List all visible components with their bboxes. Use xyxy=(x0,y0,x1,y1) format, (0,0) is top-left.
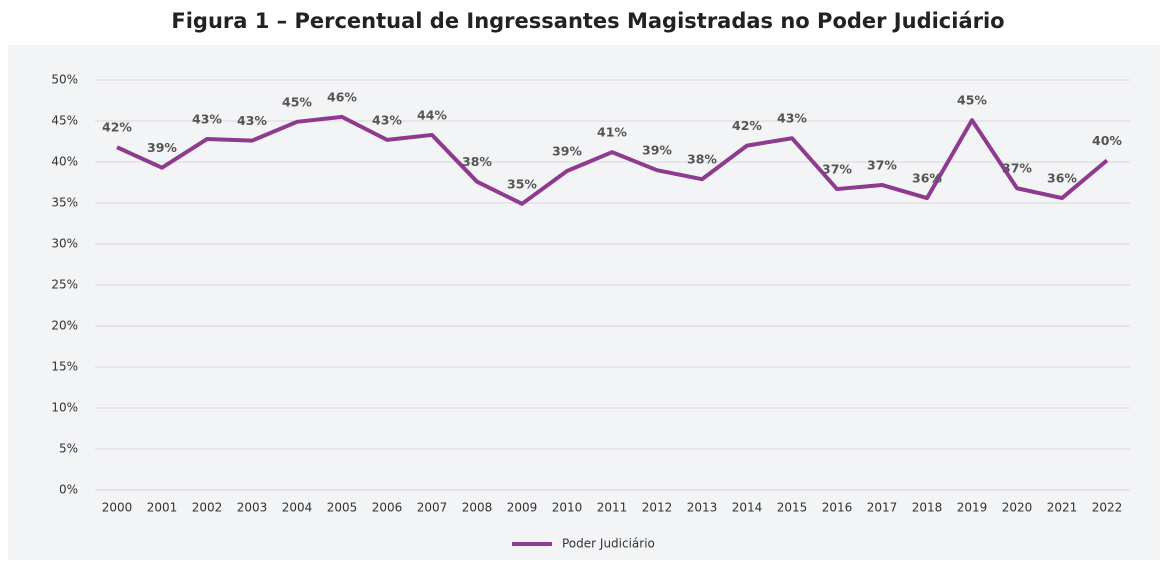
x-tick-label: 2021 xyxy=(1047,501,1078,515)
x-tick-label: 2009 xyxy=(507,501,538,515)
x-tick-label: 2010 xyxy=(552,501,583,515)
x-tick-label: 2006 xyxy=(372,501,403,515)
y-tick-label: 35% xyxy=(51,196,78,210)
y-tick-label: 5% xyxy=(59,442,78,456)
data-label: 37% xyxy=(1002,161,1032,176)
data-label: 43% xyxy=(777,111,807,126)
data-label: 39% xyxy=(642,143,672,158)
chart-title: Figura 1 – Percentual de Ingressantes Ma… xyxy=(171,9,1004,33)
data-label: 37% xyxy=(867,157,897,172)
x-tick-label: 2022 xyxy=(1092,501,1123,515)
x-tick-label: 2004 xyxy=(282,501,313,515)
y-tick-label: 45% xyxy=(51,114,78,128)
data-label: 45% xyxy=(282,94,312,109)
data-label: 38% xyxy=(687,152,717,167)
data-label: 38% xyxy=(462,154,492,169)
x-tick-label: 2014 xyxy=(732,501,763,515)
x-tick-label: 2001 xyxy=(147,501,178,515)
x-tick-label: 2015 xyxy=(777,501,808,515)
x-tick-label: 2020 xyxy=(1002,501,1033,515)
y-tick-label: 30% xyxy=(51,237,78,251)
data-label: 36% xyxy=(912,171,942,186)
y-tick-label: 15% xyxy=(51,360,78,374)
data-label: 41% xyxy=(597,125,627,140)
y-tick-label: 40% xyxy=(51,155,78,169)
panel xyxy=(8,45,1160,560)
data-label: 43% xyxy=(237,113,267,128)
line xyxy=(116,114,1109,206)
data-label: 42% xyxy=(732,118,762,133)
data-label: 46% xyxy=(327,89,357,104)
x-tick-label: 2002 xyxy=(192,501,223,515)
x-tick-label: 2005 xyxy=(327,501,358,515)
y-tick-label: 50% xyxy=(51,73,78,87)
y-tick-label: 10% xyxy=(51,401,78,415)
data-label: 36% xyxy=(1047,171,1077,186)
data-label: 39% xyxy=(552,144,582,159)
data-label: 44% xyxy=(417,107,447,122)
y-tick-label: 0% xyxy=(59,483,78,497)
x-tick-label: 2011 xyxy=(597,501,628,515)
x-tick-label: 2019 xyxy=(957,501,988,515)
x-tick-label: 2018 xyxy=(912,501,943,515)
data-label: 43% xyxy=(372,112,402,127)
data-label: 42% xyxy=(102,120,132,135)
x-tick-label: 2000 xyxy=(102,501,133,515)
x-tick-label: 2013 xyxy=(687,501,718,515)
data-label: 37% xyxy=(822,162,852,177)
x-tick-label: 2008 xyxy=(462,501,493,515)
y-tick-label: 20% xyxy=(51,319,78,333)
data-label: 45% xyxy=(957,93,987,108)
data-label: 39% xyxy=(147,140,177,155)
data-label: 40% xyxy=(1092,133,1122,148)
legend-label: Poder Judiciário xyxy=(562,537,655,551)
x-tick-label: 2016 xyxy=(822,501,853,515)
x-tick-label: 2003 xyxy=(237,501,268,515)
y-tick-label: 25% xyxy=(51,278,78,292)
data-label: 43% xyxy=(192,112,222,127)
x-tick-label: 2007 xyxy=(417,501,448,515)
data-label: 35% xyxy=(507,176,537,191)
x-tick-label: 2012 xyxy=(642,501,673,515)
x-tick-label: 2017 xyxy=(867,501,898,515)
